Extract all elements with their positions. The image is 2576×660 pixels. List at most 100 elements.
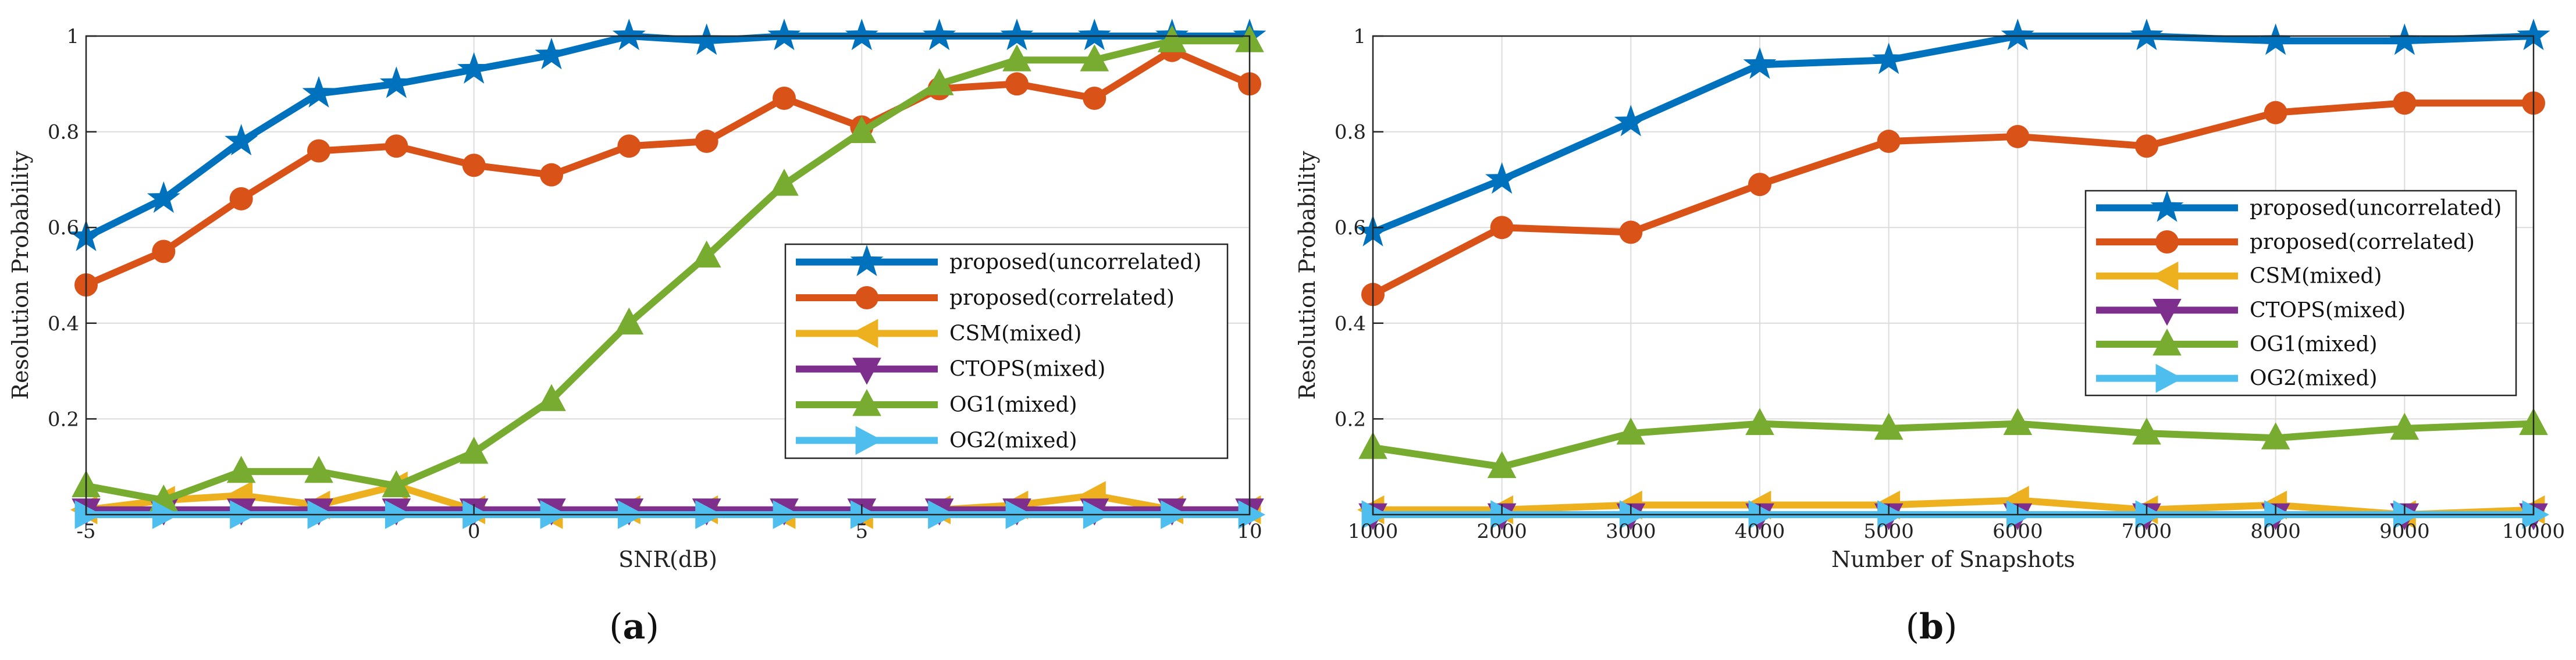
legend-label: CSM(mixed)	[949, 322, 1081, 345]
data-point	[229, 187, 253, 211]
data-point	[226, 455, 256, 483]
legend-label: proposed(correlated)	[949, 286, 1175, 310]
caption-b: (b)	[1906, 607, 1958, 647]
axes-box	[85, 35, 1251, 516]
y-tick-label: 0.6	[1335, 216, 1366, 240]
legend-item: CTOPS(mixed)	[796, 358, 1105, 385]
x-tick-label: 8000	[2250, 520, 2301, 543]
data-point	[1000, 19, 1034, 51]
data-point	[304, 455, 333, 483]
legend-marker	[2151, 261, 2179, 291]
data-point	[2264, 101, 2287, 124]
series-line	[1371, 33, 2534, 236]
y-tick-label: 0.8	[1335, 121, 1366, 144]
data-point	[2388, 23, 2421, 55]
data-point	[1619, 220, 1643, 244]
y-tick-label: 0.4	[1335, 312, 1366, 336]
x-tick-label: 10	[1237, 520, 1262, 543]
legend-label: OG1(mixed)	[949, 393, 1077, 417]
data-point	[379, 66, 413, 98]
legend-marker	[2152, 298, 2182, 326]
legend-marker	[852, 389, 881, 416]
data-point	[2132, 418, 2161, 445]
series-line	[1373, 497, 2534, 518]
data-point	[225, 124, 258, 156]
legend-label: proposed(uncorrelated)	[949, 251, 1201, 274]
caption-a-close: )	[645, 607, 659, 647]
data-point	[382, 470, 411, 498]
legend-item: proposed(uncorrelated)	[796, 244, 1201, 276]
data-point	[535, 37, 568, 70]
series-OG1(mixed)	[72, 25, 1264, 512]
data-point	[847, 116, 877, 143]
series-line	[1372, 420, 2534, 470]
series-line	[1371, 99, 2534, 298]
y-tick-label: 1	[66, 25, 79, 48]
data-point	[1490, 216, 1514, 240]
legend-marker	[2155, 230, 2179, 254]
chart-a: -5 0 5 10 0.2 0.4 0.6 0.8 1 SNR(dB) Resolution Pro…	[8, 19, 1266, 572]
data-point	[1745, 408, 1774, 436]
legend-marker	[2150, 190, 2184, 222]
data-point	[2517, 19, 2550, 51]
caption-a: (a)	[609, 607, 659, 647]
data-point	[2522, 500, 2549, 529]
y-tick-label: 0.6	[48, 216, 79, 240]
axes-box	[1372, 35, 2535, 516]
legend-label: CSM(mixed)	[2250, 265, 2382, 288]
data-point	[923, 19, 956, 51]
legend-label: OG1(mixed)	[2250, 333, 2378, 356]
data-point	[773, 86, 796, 110]
data-point	[459, 437, 489, 464]
data-point	[152, 240, 176, 263]
data-point	[2130, 19, 2164, 51]
legend-label: CTOPS(mixed)	[2250, 298, 2406, 322]
legend-marker	[851, 319, 878, 348]
data-point	[1157, 25, 1187, 52]
data-point	[302, 76, 336, 108]
y-tick-label: 0.8	[48, 121, 79, 144]
data-point	[385, 134, 408, 158]
legend-item: CSM(mixed)	[2096, 261, 2382, 291]
data-point	[1005, 72, 1029, 96]
data-point	[1485, 162, 1519, 194]
data-point	[1877, 130, 1901, 154]
data-point	[540, 163, 563, 187]
data-point	[614, 307, 644, 335]
x-tick-label: 10000	[2502, 520, 2565, 543]
legend-item: CSM(mixed)	[796, 319, 1081, 348]
data-point	[617, 134, 641, 158]
x-axis-label: SNR(dB)	[618, 547, 717, 572]
data-point	[2135, 134, 2158, 158]
legend-marker	[855, 286, 878, 309]
legend-marker	[2152, 329, 2182, 356]
data-point	[1748, 173, 1771, 197]
data-point	[2390, 412, 2420, 440]
data-point	[1874, 412, 1903, 440]
chart-b: 1000 2000 3000 4000 5000 6000 7000 8000 9000 1000…	[1294, 19, 2565, 572]
data-point	[1487, 451, 1517, 479]
data-point	[1002, 44, 1031, 72]
legend: proposed(uncorrelated) proposed(correlate…	[2084, 190, 2517, 397]
legend-label: CTOPS(mixed)	[949, 358, 1105, 381]
legend-box	[2084, 190, 2517, 397]
legend-item: OG2(mixed)	[2096, 363, 2378, 393]
data-point	[612, 19, 646, 51]
data-point	[147, 181, 180, 213]
legend-marker	[855, 426, 883, 455]
data-point	[1238, 500, 1265, 529]
legend-box	[784, 243, 1229, 459]
x-axis-label: Number of Snapshots	[1831, 547, 2075, 572]
x-tick-label: 3000	[1606, 520, 1656, 543]
data-point	[690, 23, 724, 55]
y-axis-label: Resolution Probability	[1294, 151, 1320, 400]
legend-item: proposed(correlated)	[2096, 230, 2475, 254]
data-point	[2393, 91, 2417, 115]
data-point	[845, 19, 878, 51]
data-point	[457, 52, 491, 84]
x-tick-label: 7000	[2122, 520, 2172, 543]
data-point	[1616, 418, 1646, 445]
data-point	[2261, 422, 2290, 449]
data-point	[1614, 105, 1648, 137]
